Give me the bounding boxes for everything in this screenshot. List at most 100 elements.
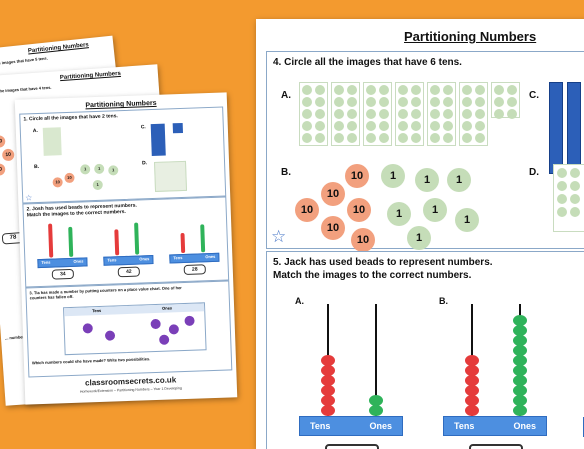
disc-ten: 10 [0, 163, 6, 176]
dev-tens: Tens [107, 257, 117, 263]
dev-pv-chart: Tens Ones [63, 302, 207, 356]
page-title: Partitioning Numbers [404, 29, 537, 44]
ones-label: Ones [369, 421, 392, 431]
discs-b: 10 10 10 10 10 10 1 1 1 1 1 1 1 [295, 164, 495, 252]
ten-frame [331, 82, 360, 146]
dev-tenframes-d [153, 160, 188, 192]
disc-ten: 10 [1, 148, 15, 162]
q5-line2: Match the images to the correct numbers. [273, 270, 472, 281]
rods-c [549, 82, 584, 174]
ones-bead [513, 375, 527, 386]
dev-bead-col-1 [48, 223, 54, 258]
dev-bead-col-2 [68, 226, 74, 257]
dev-label-c: C. [140, 124, 146, 131]
ten-frames-a [299, 82, 529, 148]
dev-pv-a: Tens Ones [37, 257, 88, 269]
tens-bead [465, 405, 479, 416]
ones-bead [513, 395, 527, 406]
ten-frames-d [553, 164, 584, 232]
dev-counter [159, 334, 170, 345]
tens-bead [321, 405, 335, 416]
ones-bead [513, 385, 527, 396]
dev-counter [168, 324, 180, 335]
dev-label-d: D. [141, 160, 148, 167]
dev-number-3: 28 [183, 264, 206, 275]
ones-bead [513, 335, 527, 346]
dev-disc-one: 1 [108, 165, 119, 176]
q5-box: 5. Jack has used beads to represent numb… [266, 251, 584, 449]
disc-one: 1 [455, 208, 479, 232]
dev-pv-ones: Ones [162, 305, 173, 311]
ones-bead [513, 365, 527, 376]
ones-bead [513, 345, 527, 356]
dev-q3-question: Which numbers could she have made? Write… [31, 356, 151, 366]
dev-number-1: 34 [51, 268, 75, 280]
developing-sheet: Partitioning Numbers 1. Circle all the i… [14, 92, 238, 405]
dev-pv-tens: Tens [92, 307, 102, 314]
abacus-a: Tens Ones [299, 296, 403, 436]
dev-ones: Ones [205, 253, 216, 260]
disc-ten: 10 [345, 164, 369, 188]
dev-counter [82, 323, 93, 334]
dev-counter [184, 315, 195, 326]
label-d: D. [529, 167, 539, 178]
dev-disc-one: 1 [92, 179, 103, 191]
tens-bead [465, 375, 479, 386]
dev-bead-col-4 [134, 222, 140, 255]
star-icon: ☆ [271, 227, 287, 246]
dev-disc-ten: 10 [52, 177, 63, 188]
ten-frame [299, 82, 328, 146]
dev-number-2: 42 [117, 266, 140, 278]
disc-ten: 10 [347, 198, 371, 222]
dev-tens: Tens [173, 255, 183, 261]
dev-label-b: B. [34, 163, 40, 171]
dev-ones: Ones [139, 256, 150, 262]
dev-counter [150, 318, 161, 330]
disc-ten: 10 [0, 135, 6, 148]
q4-text: 4. Circle all the images that have 6 ten… [273, 57, 462, 68]
ten-frame [459, 82, 488, 146]
place-value-base: Tens Ones [299, 416, 403, 436]
ones-label: Ones [513, 421, 536, 431]
dev-label-a: A. [32, 128, 38, 135]
dev-tenframes [42, 127, 62, 156]
disc-ten: 10 [295, 198, 319, 222]
dev-q2-box: 2. Josh has used beads to represent numb… [22, 196, 230, 288]
disc-one: 1 [423, 198, 447, 222]
number-box-2[interactable]: 84 [469, 444, 523, 449]
tens-bead [321, 395, 335, 406]
dev-q3-box: 3. Tia has made a number by putting coun… [25, 280, 233, 378]
star-icon: ☆ [25, 193, 33, 203]
dev-ones: Ones [73, 258, 84, 264]
dev-squares [172, 122, 184, 134]
label-c: C. [529, 90, 539, 101]
ten-frame [427, 82, 456, 146]
disc-ten: 10 [321, 216, 345, 240]
ten-rod [549, 82, 563, 174]
ones-bead [513, 325, 527, 336]
dev-pv-c: Tens Ones [169, 252, 220, 264]
dev-pv-b: Tens Ones [103, 255, 154, 266]
tens-bead [465, 385, 479, 396]
number-box-1[interactable]: 78 [325, 444, 379, 449]
label-a: A. [281, 90, 291, 101]
tens-bead [465, 355, 479, 366]
ones-bead [369, 395, 383, 406]
dev-disc-ten: 10 [64, 172, 75, 184]
ten-frame [491, 82, 520, 119]
dev-rods [150, 123, 166, 157]
dev-bead-col-6 [200, 224, 206, 253]
dev-pv-header: Tens Ones [64, 303, 205, 317]
tens-bead [465, 365, 479, 376]
ten-rod [567, 82, 581, 174]
disc-one: 1 [447, 168, 471, 192]
abacus-b: Tens Ones [443, 296, 547, 436]
ones-bead [513, 405, 527, 416]
ones-bead [369, 405, 383, 416]
disc-one: 1 [387, 202, 411, 226]
disc-one: 1 [407, 226, 431, 250]
abacus-label-b: B. [439, 296, 448, 306]
dev-tens: Tens [41, 259, 51, 265]
tens-bead [465, 395, 479, 406]
abacus-rod [375, 304, 377, 416]
